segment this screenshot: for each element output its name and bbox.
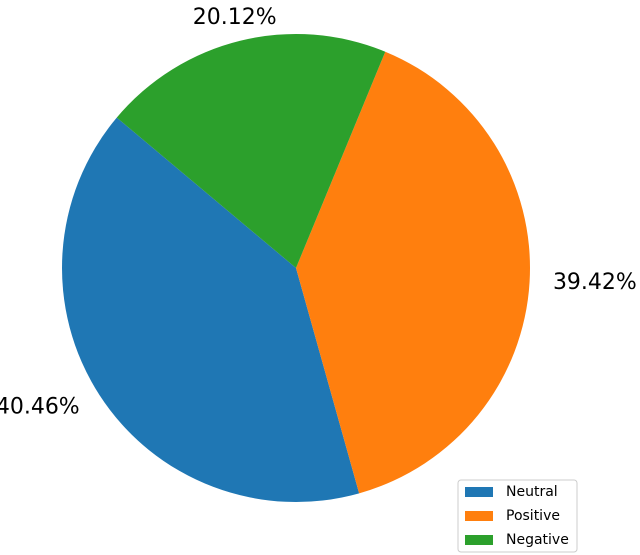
legend-swatch	[465, 535, 493, 545]
legend-swatch	[465, 511, 493, 521]
pie-slice	[116, 33, 386, 268]
legend-label: Negative	[506, 532, 569, 548]
legend-swatch	[465, 487, 493, 497]
value-label: 40.46%	[0, 395, 80, 420]
value-label: 39.42%	[553, 270, 637, 295]
value-label: 20.12%	[193, 5, 277, 30]
legend-box	[457, 479, 578, 553]
pie-slice	[61, 117, 360, 503]
legend-label: Neutral	[506, 484, 558, 500]
legend-label: Positive	[506, 508, 560, 524]
pie-slice	[296, 51, 531, 494]
